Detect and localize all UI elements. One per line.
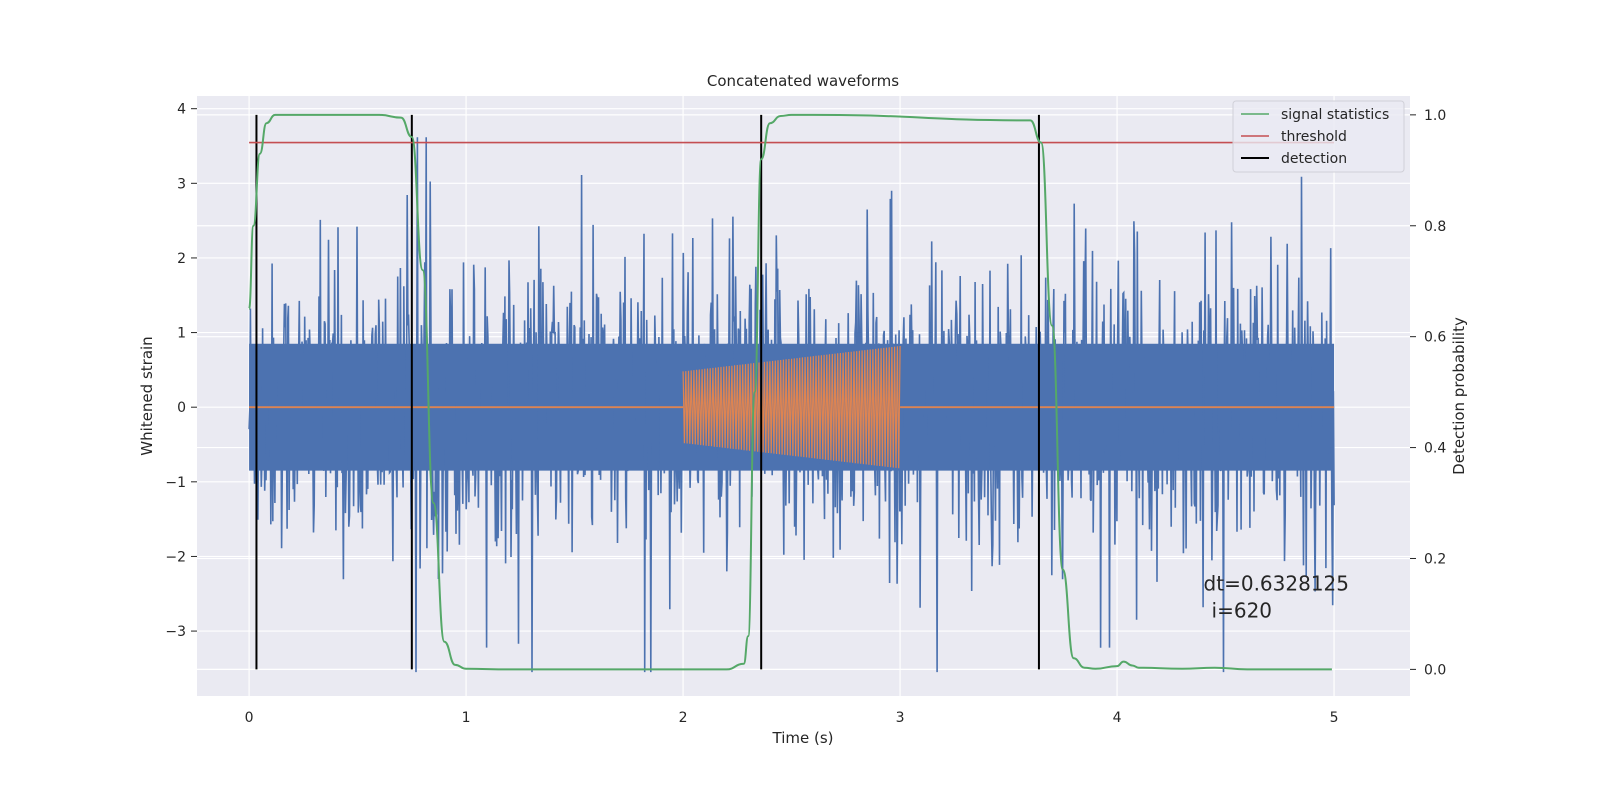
annotation-index: i=620 <box>1212 598 1273 622</box>
legend-label-detection: detection <box>1281 151 1347 167</box>
y-left-axis-ticks: −3 −2 −1 0 1 2 3 4 <box>165 102 197 640</box>
y-right-axis-label: Detection probability <box>1450 317 1468 475</box>
y-right-tick-label: 0.8 <box>1424 219 1446 235</box>
x-tick-label: 2 <box>679 710 688 726</box>
legend-label-threshold: threshold <box>1281 129 1347 145</box>
legend: signal statistics threshold detection <box>1232 100 1405 173</box>
y-right-tick-label: 1.0 <box>1424 108 1446 124</box>
x-axis-label: Time (s) <box>772 729 834 747</box>
y-left-tick-label: 0 <box>177 400 186 416</box>
chirp-oscillation <box>682 345 901 469</box>
x-axis-ticks: 0 1 2 3 4 5 <box>245 710 1339 726</box>
legend-label-signal-statistics: signal statistics <box>1281 107 1389 123</box>
annotation-dt: dt=0.6328125 <box>1204 571 1349 595</box>
y-right-tick-label: 0.6 <box>1424 330 1446 346</box>
x-tick-label: 0 <box>245 710 254 726</box>
y-right-tick-label: 0.0 <box>1424 662 1446 678</box>
legend-box <box>1232 100 1405 173</box>
y-left-tick-label: 1 <box>177 326 186 342</box>
y-left-tick-label: −2 <box>165 549 186 565</box>
x-tick-label: 4 <box>1113 710 1122 726</box>
x-tick-label: 3 <box>896 710 905 726</box>
x-tick-label: 5 <box>1330 710 1339 726</box>
y-right-axis-ticks: 0.0 0.2 0.4 0.6 0.8 1.0 <box>1410 108 1446 678</box>
plot-area <box>248 113 1335 673</box>
y-left-tick-label: 4 <box>177 102 186 118</box>
y-right-tick-label: 0.4 <box>1424 441 1446 457</box>
signal-statistics-line <box>248 113 1332 671</box>
y-left-axis-label: Whitened strain <box>138 336 156 455</box>
chart-title: Concatenated waveforms <box>707 72 899 90</box>
series-chirp <box>249 345 1335 469</box>
noise-line <box>248 137 1335 673</box>
y-right-tick-label: 0.2 <box>1424 551 1446 567</box>
y-left-tick-label: −3 <box>165 624 186 640</box>
y-left-tick-label: −1 <box>165 475 186 491</box>
annotation: dt=0.6328125 i=620 <box>1204 571 1349 622</box>
x-tick-label: 1 <box>462 710 471 726</box>
y-left-tick-label: 2 <box>177 251 186 267</box>
series-signal-statistics <box>248 113 1332 671</box>
y-left-tick-label: 3 <box>177 176 186 192</box>
